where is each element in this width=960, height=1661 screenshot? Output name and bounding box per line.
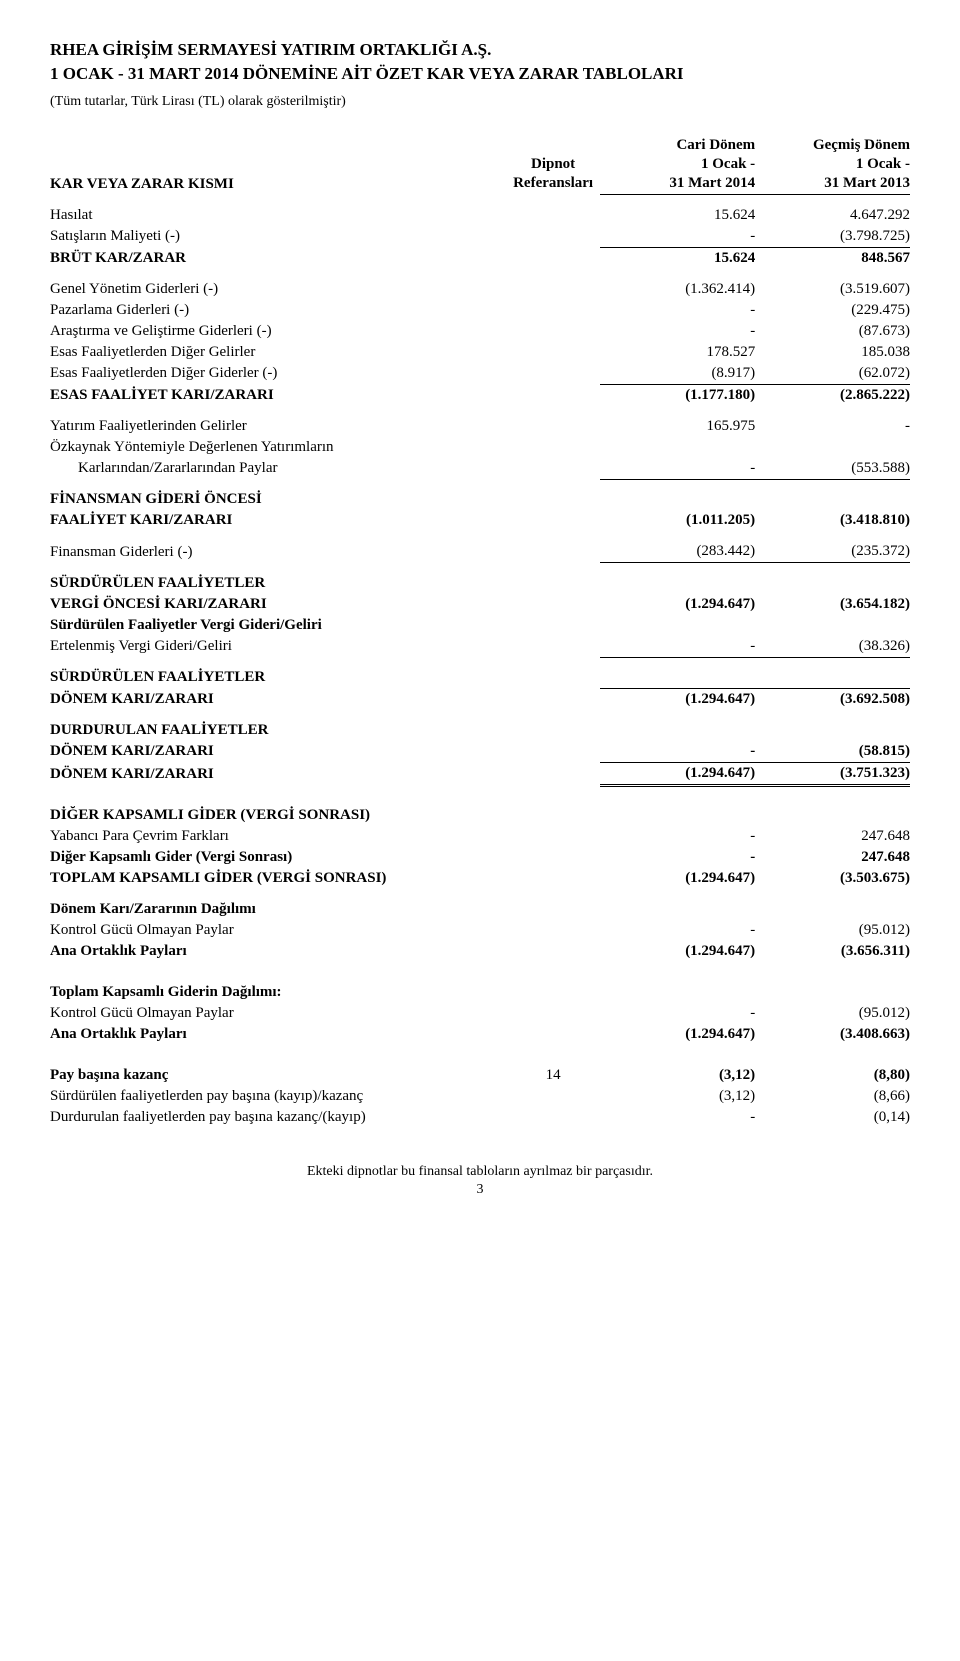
row-surd-l1: SÜRDÜRÜLEN FAALİYETLER [50, 573, 910, 594]
row-kontrol1: Kontrol Gücü Olmayan Paylar - (95.012) [50, 920, 910, 941]
row-diger-kaps: Diğer Kapsamlı Gider (Vergi Sonrası) - 2… [50, 847, 910, 868]
row-brut: BRÜT KAR/ZARAR 15.624 848.567 [50, 247, 910, 269]
row-ozkaynak-l1: Özkaynak Yöntemiyle Değerlenen Yatırımla… [50, 437, 910, 458]
row-ertelenmis: Ertelenmiş Vergi Gideri/Geliri - (38.326… [50, 636, 910, 658]
report-subtitle: (Tüm tutarlar, Türk Lirası (TL) olarak g… [50, 94, 910, 110]
col-current-header: Cari Dönem 1 Ocak - 31 Mart 2014 [600, 134, 755, 195]
footer-note: Ekteki dipnotlar bu finansal tabloların … [50, 1164, 910, 1180]
row-kontrol2: Kontrol Gücü Olmayan Paylar - (95.012) [50, 1003, 910, 1024]
row-durd-l1: DURDURULAN FAALİYETLER [50, 720, 910, 741]
col-prior-header: Geçmiş Dönem 1 Ocak - 31 Mart 2013 [755, 134, 910, 195]
row-toplam-dagilim-head: Toplam Kapsamlı Giderin Dağılımı: [50, 982, 910, 1003]
row-diger-head: DİĞER KAPSAMLI GİDER (VERGİ SONRASI) [50, 805, 910, 826]
row-durd-l2: DÖNEM KARI/ZARARI - (58.815) [50, 741, 910, 763]
row-pazarlama: Pazarlama Giderleri (-) - (229.475) [50, 300, 910, 321]
row-fin-oncesi-l2: FAALİYET KARI/ZARARI (1.011.205) (3.418.… [50, 510, 910, 531]
row-durd-pay: Durdurulan faaliyetlerden pay başına kaz… [50, 1107, 910, 1128]
row-surd-l2: VERGİ ÖNCESİ KARI/ZARARI (1.294.647) (3.… [50, 594, 910, 615]
row-vergi-head: Sürdürülen Faaliyetler Vergi Gideri/Geli… [50, 615, 910, 636]
row-surd-pay: Sürdürülen faaliyetlerden pay başına (ka… [50, 1086, 910, 1107]
row-yatirim: Yatırım Faaliyetlerinden Gelirler 165.97… [50, 416, 910, 437]
section-heading: KAR VEYA ZARAR KISMI [50, 134, 506, 195]
row-ana2: Ana Ortaklık Payları (1.294.647) (3.408.… [50, 1024, 910, 1045]
page-number: 3 [50, 1182, 910, 1198]
row-fin-oncesi-l1: FİNANSMAN GİDERİ ÖNCESİ [50, 489, 910, 510]
row-hasilat: Hasılat 15.624 4.647.292 [50, 205, 910, 226]
column-header-row: KAR VEYA ZARAR KISMI Dipnot Referansları… [50, 134, 910, 195]
row-pay: Pay başına kazanç 14 (3,12) (8,80) [50, 1065, 910, 1086]
row-surd-donem-l2: DÖNEM KARI/ZARARI (1.294.647) (3.692.508… [50, 688, 910, 710]
row-yabanci: Yabancı Para Çevrim Farkları - 247.648 [50, 826, 910, 847]
row-esas-faaliyet: ESAS FAALİYET KARI/ZARARI (1.177.180) (2… [50, 384, 910, 406]
row-genel: Genel Yönetim Giderleri (-) (1.362.414) … [50, 279, 910, 300]
row-esas-gelir: Esas Faaliyetlerden Diğer Gelirler 178.5… [50, 342, 910, 363]
row-toplam-kaps: TOPLAM KAPSAMLI GİDER (VERGİ SONRASI) (1… [50, 868, 910, 889]
row-arastirma: Araştırma ve Geliştirme Giderleri (-) - … [50, 321, 910, 342]
row-ozkaynak-l2: Karlarından/Zararlarından Paylar - (553.… [50, 458, 910, 480]
col-ref-header: Dipnot Referansları [506, 134, 601, 195]
row-dagilim-head: Dönem Karı/Zararının Dağılımı [50, 899, 910, 920]
row-finansman-gider: Finansman Giderleri (-) (283.442) (235.3… [50, 541, 910, 563]
row-esas-gider: Esas Faaliyetlerden Diğer Giderler (-) (… [50, 363, 910, 385]
row-donem: DÖNEM KARI/ZARARI (1.294.647) (3.751.323… [50, 762, 910, 785]
row-surd-donem-l1: SÜRDÜRÜLEN FAALİYETLER [50, 667, 910, 688]
income-statement-table: KAR VEYA ZARAR KISMI Dipnot Referansları… [50, 134, 910, 1128]
row-satislar: Satışların Maliyeti (-) - (3.798.725) [50, 226, 910, 248]
company-name: RHEA GİRİŞİM SERMAYESİ YATIRIM ORTAKLIĞI… [50, 40, 910, 60]
row-ana1: Ana Ortaklık Payları (1.294.647) (3.656.… [50, 941, 910, 962]
report-title: 1 OCAK - 31 MART 2014 DÖNEMİNE AİT ÖZET … [50, 64, 910, 84]
